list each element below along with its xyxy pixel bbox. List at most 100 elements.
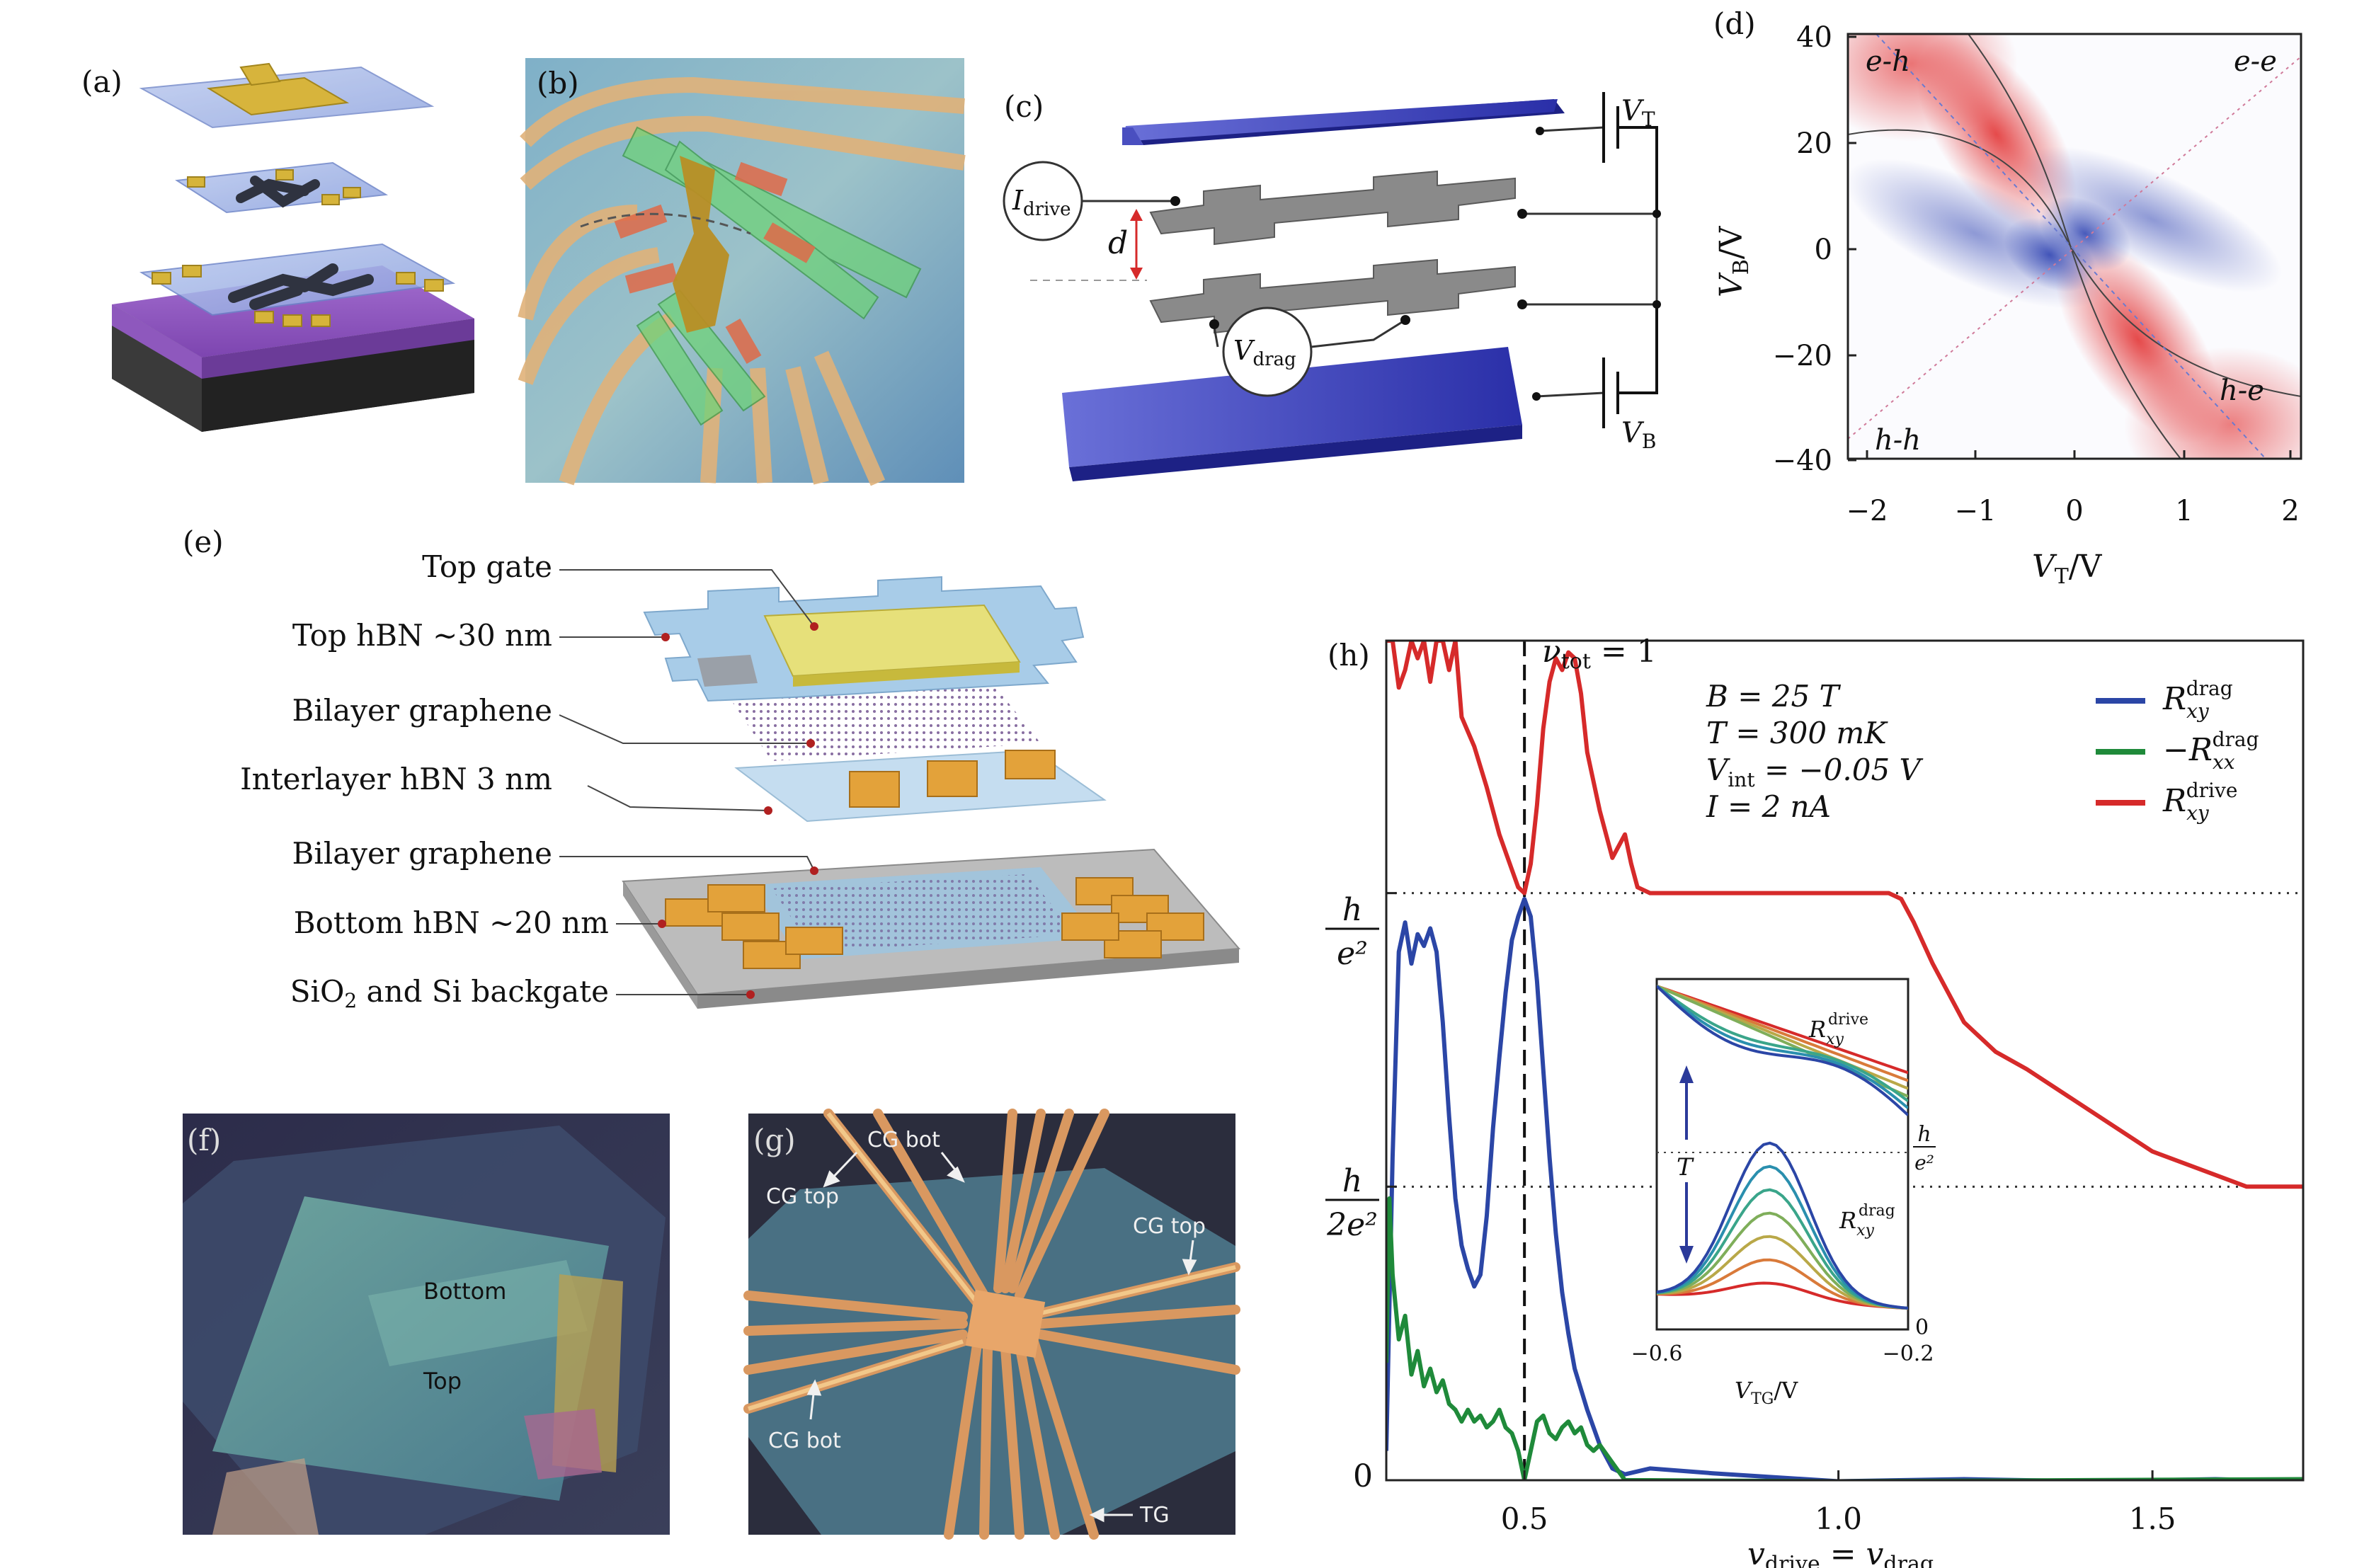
- inset-chart: T Rxydrive Rxydrag h e² 0 −0.6 −0.2 VTG/…: [1631, 978, 1936, 1408]
- ytick-h-num: h: [1342, 892, 1362, 928]
- ytick-h-den: e²: [1337, 936, 1368, 972]
- ytick-label: 20: [1796, 127, 1832, 160]
- ytick-label: −20: [1773, 340, 1832, 372]
- chart-legend: Rxydrag −Rxxdrag Rxydrive: [2096, 677, 2259, 825]
- v-drag-label: Vdrag: [1233, 335, 1296, 370]
- legend-drag-xx: −Rxxdrag: [2163, 728, 2259, 774]
- inset-xlabel: VTG/V: [1735, 1377, 1798, 1408]
- layer-label-bilayer-2: Bilayer graphene: [292, 836, 552, 871]
- panel-c: (c) d Idrive Vdrag: [1003, 89, 1661, 481]
- label-bottom: Bottom: [423, 1278, 506, 1305]
- label-cg-bot-1: CG bot: [867, 1128, 940, 1152]
- layer-labels: Top gate Top hBN ~30 nm Bilayer graphene…: [240, 549, 609, 1012]
- layer-label-bottom-hbn: Bottom hBN ~20 nm: [294, 905, 609, 940]
- v-drag-meter: [1222, 307, 1313, 397]
- panel-g: CG bot CG top CG top CG bot TG (g): [743, 1109, 1240, 1540]
- v-b-label: VB: [1621, 417, 1656, 453]
- panel-a: (a): [81, 62, 474, 432]
- panel-h: (h) h e² h 2e² 0 0.5 1.0 1.5 vdrive = vd…: [1325, 634, 2305, 1568]
- flake-top: [368, 1260, 588, 1366]
- series-line-2: [1386, 641, 2303, 1189]
- condition-t: T = 300 mK: [1706, 716, 1888, 750]
- heatmap-area: [1848, 34, 2301, 459]
- heatmap-xticks: −2 −1 0 1 2: [1846, 495, 2300, 527]
- heatmap-ylabel: VB/V: [1713, 225, 1754, 297]
- panel-e: (e) Top gate Top: [183, 525, 1241, 1012]
- inset-drag-curve: [1657, 1141, 1908, 1310]
- i-drive-label: Idrive: [1012, 185, 1071, 220]
- top-gate-plate: [1122, 99, 1558, 142]
- inset-t-label: T: [1677, 1153, 1694, 1181]
- xtick-label: 0: [2065, 495, 2083, 527]
- bottom-gate-plate: [1062, 347, 1522, 467]
- panel-d: (d) e-h e-e h-h h-e: [1713, 6, 2302, 589]
- panel-d-label: (d): [1713, 6, 1756, 41]
- legend-drive-xy: Rxydrive: [2162, 779, 2237, 825]
- inset-curves: [1657, 985, 1908, 1310]
- inset-xtick: −0.6: [1631, 1341, 1683, 1366]
- panel-a-label: (a): [81, 64, 122, 99]
- layer-label-bilayer-1: Bilayer graphene: [292, 693, 552, 728]
- heatmap-xlabel: VT/V: [2032, 549, 2103, 589]
- layer-label-top-hbn: Top hBN ~30 nm: [292, 618, 552, 653]
- label-top: Top: [423, 1368, 462, 1395]
- bottom-graphene: [772, 874, 1076, 952]
- contacts-lower: [152, 265, 444, 327]
- drive-layer: [1149, 170, 1516, 246]
- inset-drive-curve: [1657, 985, 1908, 1103]
- inset-drive-curve: [1657, 985, 1908, 1116]
- condition-b: B = 25 T: [1706, 679, 1842, 714]
- panel-b: (b): [518, 58, 966, 486]
- battery-bottom: [1602, 304, 1658, 428]
- chart-series-group: [1386, 641, 2303, 1480]
- contacts-bottom: [665, 877, 1204, 969]
- label-cg-bot-2: CG bot: [768, 1429, 841, 1453]
- arrows-g: [806, 1151, 1197, 1523]
- contacts-middle: [187, 169, 361, 205]
- xtick-label: −1: [1955, 495, 1997, 527]
- label-tg: TG: [1139, 1503, 1170, 1528]
- overlay-gate-b: [673, 156, 729, 333]
- v-t-label: VT: [1621, 95, 1655, 131]
- inset-drive-curve: [1657, 985, 1908, 1109]
- heatmap-ticks: [1848, 35, 2292, 462]
- ytick-zero: 0: [1353, 1458, 1373, 1494]
- xtick-label: 0.5: [1501, 1501, 1548, 1536]
- ytick-h2-den: 2e²: [1326, 1207, 1378, 1243]
- inset-xtick: −0.2: [1883, 1341, 1934, 1366]
- xtick-label: 1.5: [2129, 1501, 2176, 1536]
- quadrant-eh: e-h: [1866, 45, 1910, 78]
- condition-i: I = 2 nA: [1706, 789, 1831, 824]
- xtick-label: −2: [1846, 495, 1888, 527]
- ytick-label: 0: [1815, 234, 1832, 266]
- layer-label-top-gate: Top gate: [422, 549, 552, 584]
- panel-b-label: (b): [537, 66, 579, 101]
- quadrant-hh: h-h: [1875, 424, 1921, 457]
- xtick-label: 1.0: [1815, 1501, 1862, 1536]
- nu-annotation: νtot = 1: [1542, 634, 1657, 674]
- xtick-label: 2: [2281, 495, 2299, 527]
- inset-ytick-zero: 0: [1915, 1315, 1929, 1340]
- panel-h-label: (h): [1328, 638, 1370, 673]
- layer-label-sio2: SiO2 and Si backgate: [290, 974, 609, 1012]
- graphene-upper: [236, 176, 320, 208]
- series-line-1: [1386, 1196, 2303, 1480]
- layer-label-interlayer: Interlayer hBN 3 nm: [240, 762, 552, 796]
- battery-top: [1602, 92, 1658, 214]
- reference-lines: [1386, 641, 2303, 1480]
- contacts-interlayer: [849, 750, 1056, 808]
- legend-drag-xy: Rxydrag: [2162, 677, 2233, 723]
- center-device-g: [965, 1289, 1046, 1358]
- inset-label-drive: Rxydrive: [1808, 1011, 1868, 1048]
- electrode-leads-b: [518, 76, 966, 486]
- graphene-lower: [228, 263, 374, 310]
- panel-f-label: (f): [187, 1123, 221, 1157]
- panel-g-label: (g): [753, 1123, 796, 1157]
- ytick-label: −40: [1773, 445, 1832, 477]
- drag-layer: [1149, 258, 1516, 334]
- series-line-0: [1386, 896, 2303, 1480]
- heatmap-yticks: 40 20 0 −20 −40: [1773, 21, 1832, 477]
- inset-ytick-num: h: [1917, 1122, 1931, 1147]
- quadrant-ee: e-e: [2234, 45, 2277, 78]
